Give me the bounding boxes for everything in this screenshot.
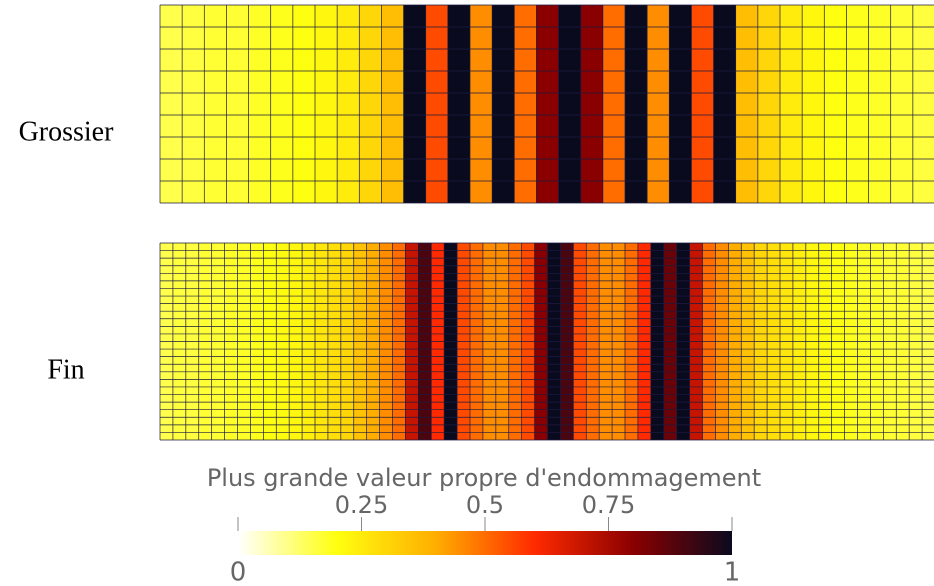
panel-label: Fin <box>47 354 84 385</box>
mesh-column <box>270 5 294 203</box>
tick-label: 1 <box>724 558 741 586</box>
mesh-column <box>802 5 825 203</box>
mesh-column <box>713 5 737 203</box>
mesh-column <box>602 5 626 203</box>
mesh-column <box>447 5 471 203</box>
mesh-column <box>912 5 934 203</box>
tick-label: 0.5 <box>466 491 504 519</box>
mesh-column <box>292 5 316 203</box>
mesh-column <box>492 5 515 203</box>
mesh-column <box>691 5 715 203</box>
mesh-column <box>868 5 892 203</box>
mesh-column <box>160 5 183 203</box>
colorbar-title: Plus grande valeur propre d'endommagemen… <box>207 464 761 492</box>
mesh-column <box>558 5 582 203</box>
mesh-column <box>735 5 759 203</box>
mesh-column <box>403 5 427 203</box>
mesh-column <box>425 5 449 203</box>
mesh-column <box>536 5 560 203</box>
tick-label: 0 <box>230 558 247 586</box>
mesh-column <box>315 5 338 203</box>
tick-label: 0.75 <box>582 491 635 519</box>
mesh-column <box>580 5 604 203</box>
mesh-column <box>846 5 870 203</box>
colorbar <box>238 531 732 555</box>
mesh-column <box>647 5 670 203</box>
tick-label: 0.25 <box>335 491 388 519</box>
mesh-column <box>757 5 781 203</box>
mesh-column <box>514 5 537 203</box>
mesh-column <box>780 5 803 203</box>
mesh-column <box>204 5 227 203</box>
mesh-column <box>890 5 914 203</box>
mesh-column <box>359 5 382 203</box>
mesh-column <box>248 5 272 203</box>
mesh <box>159 4 934 204</box>
mesh-column <box>470 5 493 203</box>
mesh-column <box>625 5 648 203</box>
mesh <box>159 242 934 441</box>
mesh-column <box>337 5 360 203</box>
mesh-column <box>182 5 205 203</box>
mesh-column <box>824 5 847 203</box>
mesh-column <box>226 5 250 203</box>
panel-label: Grossier <box>19 116 115 147</box>
mesh-column <box>381 5 405 203</box>
mesh-column <box>669 5 692 203</box>
